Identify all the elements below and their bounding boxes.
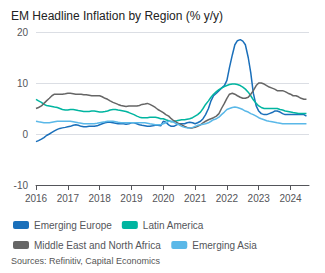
svg-text:2021: 2021 — [184, 193, 207, 204]
svg-text:10: 10 — [17, 78, 29, 89]
svg-text:Middle East and North Africa: Middle East and North Africa — [34, 240, 161, 251]
svg-text:2016: 2016 — [25, 193, 48, 204]
svg-text:0: 0 — [22, 129, 28, 140]
svg-text:2024: 2024 — [279, 193, 302, 204]
svg-text:2022: 2022 — [216, 193, 239, 204]
svg-text:2019: 2019 — [120, 193, 143, 204]
svg-text:2020: 2020 — [152, 193, 175, 204]
svg-text:EM Headline Inflation by Regio: EM Headline Inflation by Region (% y/y) — [11, 9, 223, 23]
svg-text:Latin America: Latin America — [143, 220, 204, 231]
svg-text:2023: 2023 — [248, 193, 271, 204]
svg-text:20: 20 — [17, 27, 29, 38]
svg-text:2017: 2017 — [57, 193, 80, 204]
svg-text:2018: 2018 — [89, 193, 112, 204]
svg-text:Emerging Europe: Emerging Europe — [34, 220, 112, 231]
svg-text:Emerging Asia: Emerging Asia — [192, 240, 257, 251]
svg-text:Sources: Refinitiv, Capital Ec: Sources: Refinitiv, Capital Economics — [11, 256, 160, 266]
svg-text:-10: -10 — [14, 180, 29, 191]
